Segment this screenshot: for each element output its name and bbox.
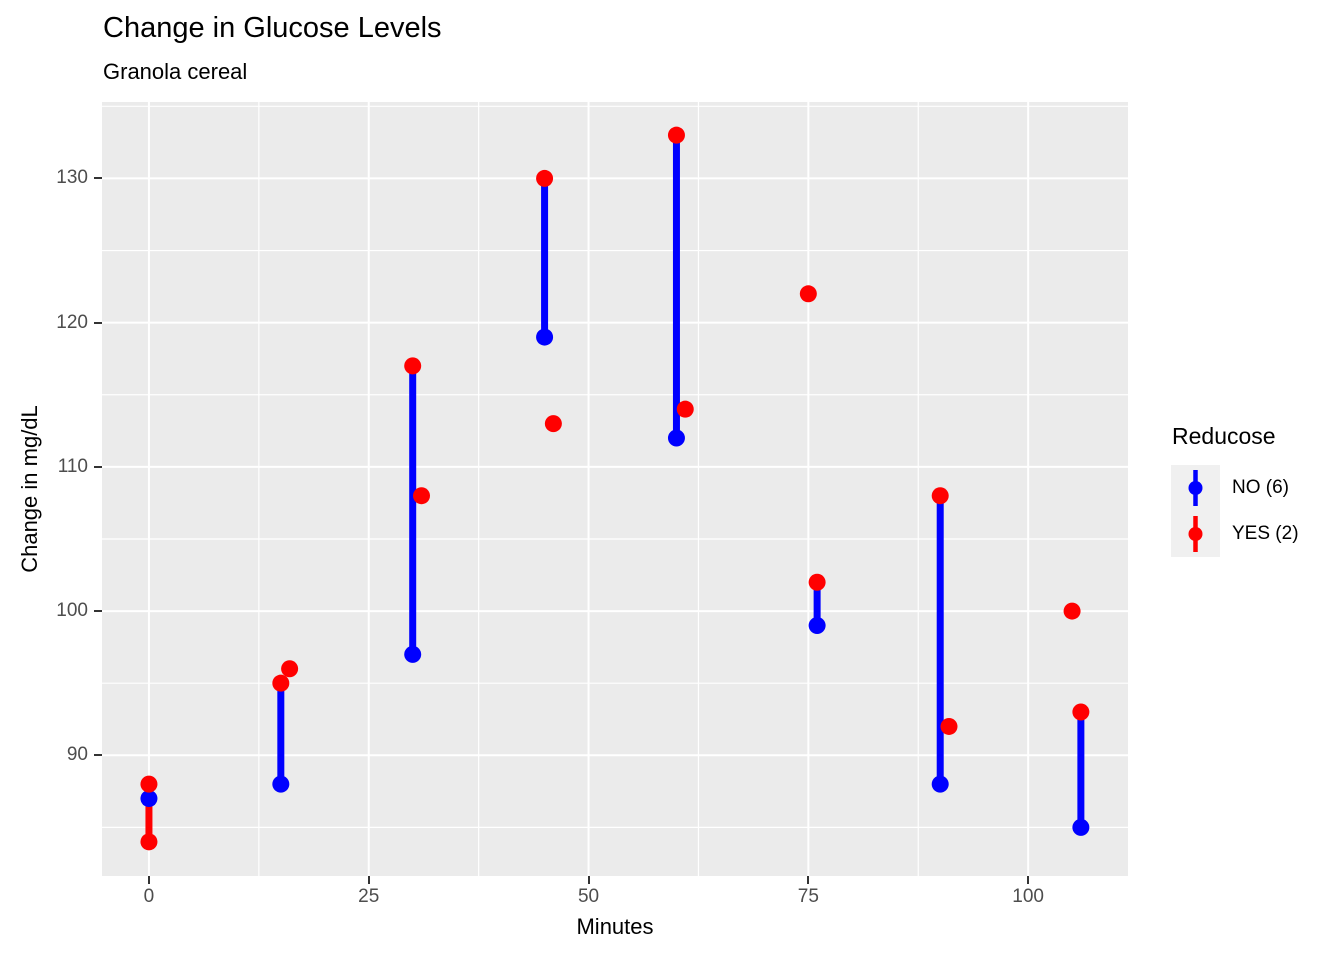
data-point <box>799 285 817 303</box>
x-tick-label: 25 <box>358 886 380 907</box>
x-tick-mark <box>587 876 590 884</box>
major-gridlines <box>102 102 1128 876</box>
data-point <box>931 487 949 505</box>
y-tick-label: 100 <box>56 600 88 622</box>
data-point <box>1063 602 1081 620</box>
minor-gridlines <box>102 102 1128 876</box>
y-tick-label: 120 <box>56 311 88 333</box>
data-point <box>140 775 158 793</box>
y-tick-mark <box>94 177 102 180</box>
legend-label: YES (2) <box>1232 523 1299 544</box>
data-point <box>536 169 554 187</box>
data-point <box>404 645 422 663</box>
x-tick-mark <box>147 876 150 884</box>
data-point <box>808 616 826 634</box>
data-point <box>140 833 158 851</box>
data-point <box>667 126 685 144</box>
data-point <box>281 660 299 678</box>
x-tick-mark <box>807 876 810 884</box>
plot-panel <box>102 102 1128 876</box>
data-point <box>536 328 554 346</box>
data-point <box>544 415 562 433</box>
data-point <box>1072 703 1090 721</box>
y-tick-mark <box>94 754 102 757</box>
data-point <box>1072 818 1090 836</box>
legend-glyph-point <box>1188 481 1203 495</box>
y-tick-mark <box>94 465 102 468</box>
y-tick-label: 90 <box>66 744 88 766</box>
chart-title: Change in Glucose Levels <box>103 12 442 44</box>
legend-title: Reducose <box>1172 423 1276 449</box>
pointrange-glyph-icon <box>1188 470 1203 506</box>
data-point <box>667 429 685 447</box>
legend-label: NO (6) <box>1232 477 1289 498</box>
x-axis-title: Minutes <box>576 914 654 939</box>
data-point <box>412 487 430 505</box>
y-tick-label: 110 <box>57 455 88 477</box>
data-point <box>931 775 949 793</box>
y-tick-label: 130 <box>56 167 88 189</box>
chart-canvas <box>102 102 1128 876</box>
x-tick-label: 100 <box>1012 886 1044 907</box>
data-point <box>140 790 158 808</box>
y-tick-mark <box>94 321 102 324</box>
y-axis-title: Change in mg/dL <box>17 405 42 573</box>
data-point <box>272 674 290 692</box>
legend-key <box>1171 511 1220 557</box>
x-tick-label: 50 <box>577 886 600 907</box>
legend-glyph-point <box>1188 527 1203 541</box>
x-tick-mark <box>1027 876 1030 884</box>
x-tick-label: 0 <box>143 886 155 907</box>
data-point <box>808 573 826 591</box>
chart-subtitle: Granola cereal <box>103 59 248 84</box>
data-point <box>272 775 290 793</box>
data-point <box>676 400 694 418</box>
x-tick-label: 75 <box>797 886 819 907</box>
y-tick-mark <box>94 610 102 613</box>
pointrange-glyph-icon <box>1188 516 1203 552</box>
legend-key <box>1171 465 1220 511</box>
data-point <box>404 357 422 375</box>
x-tick-mark <box>367 876 370 884</box>
data-point <box>940 717 958 735</box>
